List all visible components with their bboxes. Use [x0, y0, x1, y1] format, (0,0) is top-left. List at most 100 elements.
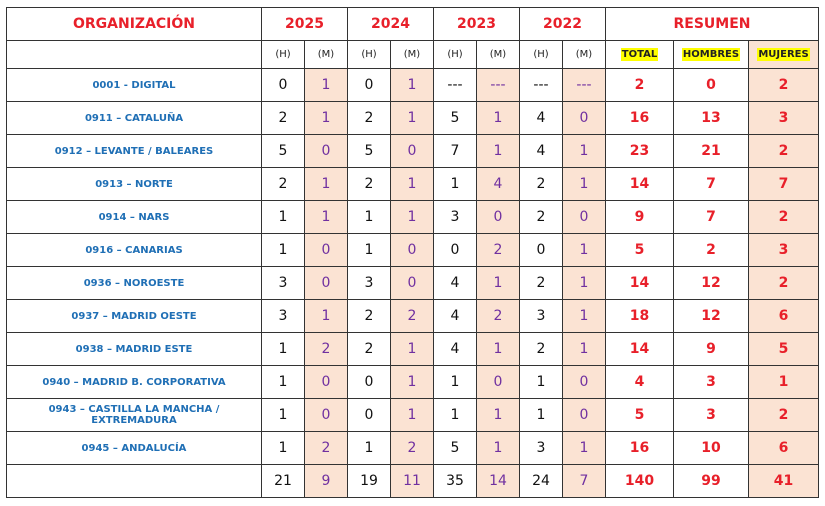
header-organization: ORGANIZACIÓN	[6, 7, 262, 41]
value-cell: 0	[390, 233, 434, 267]
value-cell: ---	[562, 68, 606, 102]
value-cell: 4	[433, 266, 477, 300]
value-cell: 0	[433, 233, 477, 267]
value-cell: 0	[347, 398, 391, 432]
value-cell: 2	[390, 299, 434, 333]
value-cell: 0	[304, 134, 348, 168]
value-cell: 0	[261, 68, 305, 102]
value-cell: 1	[562, 332, 606, 366]
value-cell: 2	[347, 101, 391, 135]
value-cell: 2	[519, 266, 563, 300]
value-cell: 1	[562, 233, 606, 267]
org-name: 0943 – CASTILLA LA MANCHA / EXTREMADURA	[6, 398, 262, 432]
table-row: 0943 – CASTILLA LA MANCHA / EXTREMADURA 1…	[6, 398, 820, 432]
total-cell: 41	[747, 464, 820, 498]
value-cell: 2	[673, 233, 749, 267]
table-row: 0912 – LEVANTE / BALEARES 5 0 5 0 7 1 4 1 23 21 2	[6, 134, 820, 168]
value-cell: 1	[261, 431, 305, 465]
blank-cell	[6, 40, 262, 69]
value-cell: 0	[519, 233, 563, 267]
value-cell: 1	[390, 200, 434, 234]
value-cell: 1	[562, 134, 606, 168]
value-cell: 16	[605, 431, 674, 465]
value-cell: 3	[519, 431, 563, 465]
value-cell: 1	[476, 101, 520, 135]
value-cell: 1	[390, 398, 434, 432]
sub-h: (H)	[347, 40, 391, 69]
header-year: 2024	[347, 7, 434, 41]
value-cell: 7	[747, 167, 820, 201]
value-cell: 2	[605, 68, 674, 102]
value-cell: 2	[747, 200, 820, 234]
value-cell: 14	[605, 332, 674, 366]
value-cell: 12	[673, 299, 749, 333]
value-cell: 1	[562, 299, 606, 333]
value-cell: 2	[390, 431, 434, 465]
value-cell: 1	[476, 398, 520, 432]
sub-m: (M)	[304, 40, 348, 69]
value-cell: 3	[673, 365, 749, 399]
table-row: 0936 – NOROESTE 3 0 3 0 4 1 2 1 14 12 2	[6, 266, 820, 300]
value-cell: 4	[519, 134, 563, 168]
header-summary: RESUMEN	[604, 7, 820, 41]
value-cell: 10	[673, 431, 749, 465]
value-cell: 1	[261, 398, 305, 432]
value-cell: 1	[304, 299, 348, 333]
value-cell: 0	[562, 398, 606, 432]
value-cell: 1	[390, 365, 434, 399]
value-cell: 2	[261, 167, 305, 201]
value-cell: 4	[519, 101, 563, 135]
org-name: 0911 – CATALUÑA	[6, 101, 262, 135]
header-year: 2022	[519, 7, 606, 41]
sub-m: (M)	[390, 40, 434, 69]
header-year: 2025	[261, 7, 348, 41]
value-cell: 2	[261, 101, 305, 135]
value-cell: 4	[476, 167, 520, 201]
table-row: 0945 – ANDALUCÍA 1 2 1 2 5 1 3 1 16 10 6	[6, 431, 820, 465]
value-cell: 1	[433, 167, 477, 201]
value-cell: 14	[605, 167, 674, 201]
value-cell: 3	[261, 266, 305, 300]
value-cell: 2	[519, 167, 563, 201]
value-cell: 5	[347, 134, 391, 168]
sub-m: (M)	[562, 40, 606, 69]
total-cell: 19	[347, 464, 391, 498]
value-cell: 13	[673, 101, 749, 135]
value-cell: 1	[390, 167, 434, 201]
value-cell: 1	[304, 200, 348, 234]
value-cell: ---	[433, 68, 477, 102]
value-cell: 3	[433, 200, 477, 234]
value-cell: 5	[261, 134, 305, 168]
table-row: (H) (M) (H) (M) (H) (M) (H) (M) TOTAL HOMBRES MUJE…	[6, 40, 820, 69]
blank-cell	[6, 464, 262, 498]
value-cell: 4	[433, 299, 477, 333]
value-cell: 0	[304, 398, 348, 432]
value-cell: 1	[304, 101, 348, 135]
value-cell: 2	[747, 68, 820, 102]
table-row: 21 9 19 11 35 14 24 7 140 99 41	[6, 464, 820, 498]
highlight-label: MUJERES	[757, 48, 810, 61]
table-row: ORGANIZACIÓN 2025 2024 2023 2022 RESUMEN	[6, 7, 820, 41]
value-cell: 0	[476, 365, 520, 399]
value-cell: 0	[304, 266, 348, 300]
sub-h: (H)	[519, 40, 563, 69]
value-cell: 1	[519, 398, 563, 432]
value-cell: 1	[261, 200, 305, 234]
value-cell: 1	[476, 431, 520, 465]
value-cell: 0	[562, 200, 606, 234]
total-cell: 140	[605, 464, 674, 498]
total-cell: 7	[562, 464, 606, 498]
value-cell: 2	[304, 332, 348, 366]
value-cell: 0	[562, 101, 606, 135]
value-cell: 2	[519, 332, 563, 366]
total-cell: 14	[476, 464, 520, 498]
sub-total: TOTAL	[605, 40, 674, 69]
total-cell: 21	[261, 464, 305, 498]
value-cell: 0	[673, 68, 749, 102]
value-cell: 3	[747, 233, 820, 267]
value-cell: 2	[304, 431, 348, 465]
value-cell: 5	[433, 431, 477, 465]
sub-h: (H)	[433, 40, 477, 69]
sub-m: (M)	[476, 40, 520, 69]
